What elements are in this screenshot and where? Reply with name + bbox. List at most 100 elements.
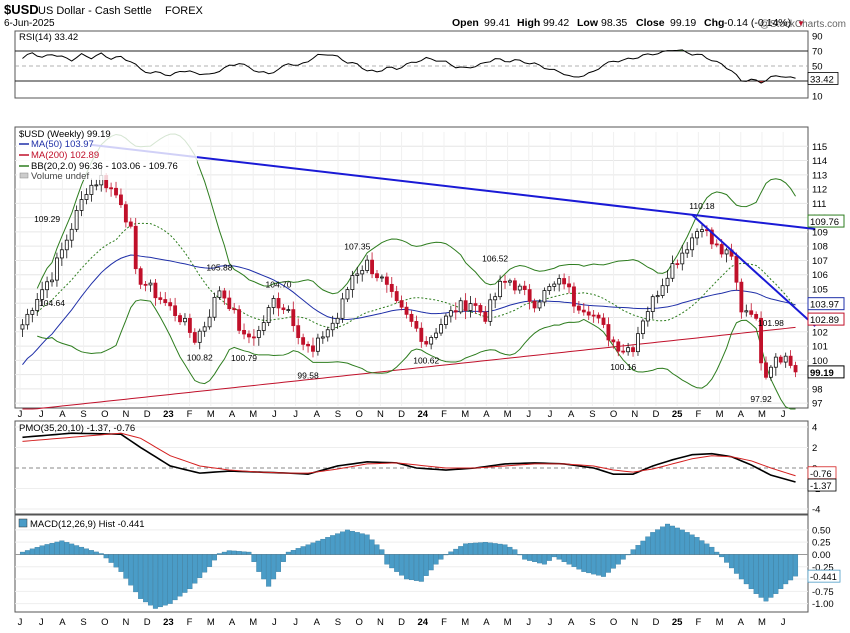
candle-body <box>764 362 768 378</box>
macd-hist-bar <box>433 554 439 565</box>
macd-hist-bar <box>320 538 326 555</box>
candle-body <box>178 315 182 323</box>
macd-tick-label: 0.50 <box>812 525 831 536</box>
macd-hist-bar <box>147 554 153 606</box>
macd-hist-bar <box>207 554 213 567</box>
macd-hist-bar <box>753 554 759 594</box>
candle-body <box>365 259 370 271</box>
candle-body <box>468 303 473 311</box>
macd-hist-bar <box>561 554 567 562</box>
price-tick-label: 100 <box>812 356 828 367</box>
candle-body <box>665 277 670 287</box>
macd-value-badge: -0.441 <box>807 569 841 583</box>
macd-badge-box <box>807 569 841 583</box>
candle-body <box>187 318 192 333</box>
candle-body <box>370 259 374 275</box>
macd-hist-bar <box>477 542 483 555</box>
price-tick-label: 115 <box>812 142 827 153</box>
candle-body <box>217 290 222 298</box>
macd-hist-bar <box>748 554 754 590</box>
macd-hist-bar <box>684 532 690 555</box>
month-label-bottom: F <box>187 617 193 628</box>
candle-body <box>335 317 340 324</box>
svg-text:MA(200) 102.89: MA(200) 102.89 <box>31 150 99 161</box>
candle-body <box>552 283 557 287</box>
macd-hist-bar <box>601 554 606 577</box>
price-tick-label: 102 <box>812 327 828 338</box>
rsi-panel <box>14 30 809 99</box>
candle-body <box>119 194 123 206</box>
ma50-line <box>22 254 796 366</box>
candle-body <box>434 332 439 338</box>
candle-body <box>84 194 89 200</box>
pmo-series-line <box>22 432 796 483</box>
macd-hist-bar <box>418 554 424 582</box>
candle-body <box>242 329 246 335</box>
month-label: F <box>441 409 447 420</box>
month-label: J <box>39 409 44 420</box>
month-label: A <box>314 409 321 420</box>
candle-body <box>109 187 114 190</box>
price-tick-label: 109 <box>812 227 828 238</box>
price-badge-box <box>807 214 845 228</box>
macd-hist-bar <box>566 554 572 565</box>
macd-hist-bar <box>729 554 735 569</box>
candle-body <box>266 307 271 323</box>
macd-hist-bar <box>586 554 592 574</box>
macd-hist-bar <box>783 554 789 585</box>
candle-body <box>576 305 581 311</box>
svg-text:RSI(14) 33.42: RSI(14) 33.42 <box>19 32 78 43</box>
candle-body <box>783 355 788 363</box>
candle-body <box>45 281 50 291</box>
macd-hist-bar <box>472 542 478 555</box>
candle-body <box>345 289 350 300</box>
macd-hist-bar <box>660 526 666 555</box>
rsi-tick-label: 50 <box>812 62 823 73</box>
price-tick-label: 98 <box>812 384 823 395</box>
rsi-badge-text: 33.42 <box>810 74 834 85</box>
month-label-bottom: S <box>80 617 86 628</box>
candle-body <box>655 295 660 298</box>
svg-text:PMO(35,20,10) -1.37, -0.76: PMO(35,20,10) -1.37, -0.76 <box>19 423 135 434</box>
candle-body <box>59 249 64 259</box>
macd-hist-bar <box>261 554 267 580</box>
candle-body <box>478 305 483 313</box>
candle-body <box>168 302 173 307</box>
candle-body <box>247 333 251 338</box>
macd-hist-bar <box>162 554 168 606</box>
macd-hist-bar <box>93 551 99 555</box>
svg-text:Volume undef: Volume undef <box>31 171 89 182</box>
macd-hist-bar <box>591 554 597 575</box>
candle-body <box>631 347 635 353</box>
macd-hist-bar <box>152 554 158 609</box>
month-label-bottom: D <box>653 617 660 628</box>
price-annotation: 109.29 <box>34 214 60 224</box>
macd-hist-bar <box>571 554 577 567</box>
month-label-bottom: J <box>526 617 531 628</box>
month-label: J <box>272 409 277 420</box>
candle-body <box>547 286 552 292</box>
candle-body <box>690 237 695 251</box>
svg-text:MA(50) 103.97: MA(50) 103.97 <box>31 139 94 150</box>
candle-body <box>567 283 571 288</box>
macd-hist-bar <box>763 554 769 602</box>
candle-body <box>429 337 434 345</box>
candle-body <box>330 322 335 331</box>
candle-body <box>670 263 675 279</box>
month-label-bottom: S <box>335 617 341 628</box>
candle-body <box>749 310 754 315</box>
svg-text:99.19: 99.19 <box>670 17 696 29</box>
macd-hist-bar <box>118 554 124 572</box>
macd-hist-bar <box>394 554 400 572</box>
candle-body <box>522 285 527 290</box>
macd-hist-bar <box>492 543 498 555</box>
macd-hist-bar <box>605 554 611 573</box>
candle-body <box>581 309 586 313</box>
month-label-bottom: J <box>293 617 298 628</box>
macd-hist-bar <box>507 546 513 555</box>
candle-body <box>557 278 562 285</box>
month-label: A <box>229 409 236 420</box>
candle-body <box>680 252 685 265</box>
candle-body <box>685 249 690 254</box>
macd-hist-bar <box>212 554 217 561</box>
